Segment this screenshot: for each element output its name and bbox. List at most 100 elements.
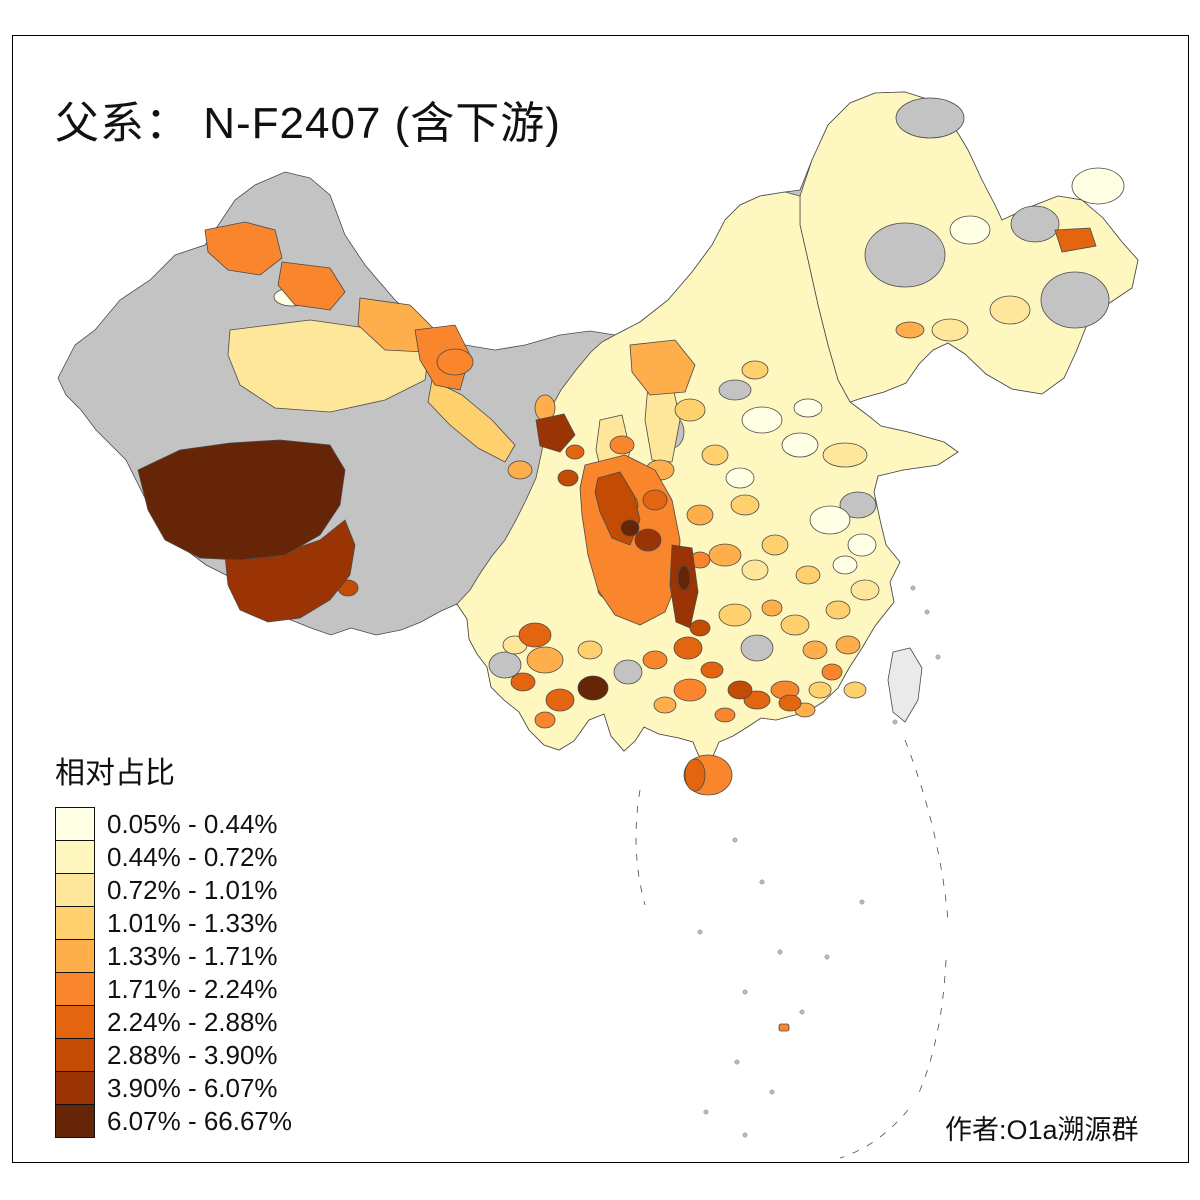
legend-swatch (55, 840, 95, 874)
map-shape-ellipse (949, 215, 991, 245)
taiwan-island (887, 647, 923, 723)
legend-swatch (55, 807, 95, 841)
map-shape-ellipse (718, 379, 752, 401)
map-patches-class4 (427, 360, 867, 699)
legend-label: 1.71% - 2.24% (107, 974, 278, 1004)
map-shape-ellipse (653, 696, 677, 714)
map-shape-ellipse (781, 432, 819, 458)
map-shape-ellipse (780, 614, 810, 636)
map-shape-ellipse (795, 565, 821, 585)
map-shape-ellipse (488, 651, 522, 679)
map-shape-circle (910, 585, 916, 591)
map-shape-ellipse (821, 663, 843, 681)
legend-row: 2.24% - 2.88% (55, 1005, 292, 1039)
map-shape-ellipse (708, 543, 742, 567)
legend-items: 0.05% - 0.44% 0.44% - 0.72% 0.72% - 1.01% 1… (55, 807, 293, 1138)
map-shape-circle (924, 609, 930, 615)
map-shape-ellipse (518, 622, 552, 648)
map-shape-path (456, 191, 959, 767)
map-shape-ellipse (740, 634, 774, 662)
map-shape-circle (732, 837, 738, 843)
map-shape-circle (859, 899, 865, 905)
islands (683, 647, 923, 1032)
legend-row: 1.71% - 2.24% (55, 972, 292, 1006)
map-shape-circle (742, 1132, 748, 1138)
region-north-shaanxi-dark (535, 413, 576, 453)
legend-swatch (55, 1104, 95, 1138)
map-shape-ellipse (700, 661, 724, 679)
map-shape-ellipse (727, 680, 753, 700)
map-shape-ellipse (534, 711, 556, 729)
map-shape-ellipse (1071, 167, 1125, 205)
map-shape-circle (742, 989, 748, 995)
legend-swatch (55, 873, 95, 907)
legend-label: 6.07% - 66.67% (107, 1106, 293, 1136)
legend-swatch (55, 1071, 95, 1105)
map-shape-ellipse (1040, 271, 1110, 329)
map-shape-circle (824, 954, 830, 960)
map-shape-ellipse (743, 690, 771, 710)
legend-title: 相对占比 (55, 757, 175, 790)
legend-swatch (55, 1005, 95, 1039)
legend-label: 1.01% - 1.33% (107, 908, 278, 938)
legend-label: 0.05% - 0.44% (107, 809, 278, 839)
map-shape-circle (892, 719, 898, 725)
map-shape-path (917, 959, 947, 1096)
small-orange-islet (778, 1023, 790, 1032)
legend-row: 3.90% - 6.07% (55, 1071, 292, 1105)
map-shape-ellipse (686, 504, 714, 526)
map-shape-ellipse (793, 398, 823, 418)
map-shape-ellipse (931, 318, 969, 342)
map-patches-nodata (488, 97, 1110, 685)
legend-swatch (55, 972, 95, 1006)
map-shape-circle (734, 1059, 740, 1065)
map-patches-class1 (273, 167, 1125, 575)
map-shape-ellipse (761, 599, 783, 617)
map-shape-ellipse (642, 489, 668, 511)
legend-swatch (55, 1038, 95, 1072)
map-shape-ellipse (741, 406, 783, 434)
map-shape-ellipse (577, 675, 609, 701)
map-shape-ellipse (701, 444, 729, 466)
map-shape-ellipse (620, 519, 640, 537)
map-shape-ellipse (714, 707, 736, 723)
map-shape-ellipse (761, 534, 789, 556)
map-shape-ellipse (864, 222, 946, 288)
map-shape-ellipse (850, 579, 880, 601)
map-shape-ellipse (673, 678, 707, 702)
map-shape-path (629, 339, 696, 396)
map-shape-ellipse (507, 460, 533, 480)
map-shape-ellipse (609, 435, 635, 455)
map-shape-ellipse (673, 636, 703, 660)
map-shape-ellipse (778, 694, 802, 712)
map-patches-class7 (510, 227, 1097, 712)
map-shape-ellipse (689, 619, 711, 637)
map-patches-class9 (224, 413, 699, 629)
map-shape-ellipse (843, 681, 867, 699)
legend-label: 0.72% - 1.01% (107, 875, 278, 905)
map-shape-ellipse (674, 398, 706, 422)
map-patches-class10 (137, 439, 691, 701)
map-shape-circle (759, 879, 765, 885)
legend-label: 2.24% - 2.88% (107, 1007, 278, 1037)
map-shape-circle (697, 929, 703, 935)
legend-row: 1.01% - 1.33% (55, 906, 292, 940)
map-patches-class8 (337, 469, 753, 700)
map-shape-ellipse (677, 565, 691, 591)
attribution: 作者:O1a溯源群 (945, 1115, 1139, 1145)
map-shape-circle (777, 949, 783, 955)
map-shape-path (635, 789, 646, 906)
legend-row: 2.88% - 3.90% (55, 1038, 292, 1072)
map-shape-ellipse (510, 672, 536, 692)
map-shape-ellipse (825, 600, 851, 620)
region-tibet-south (224, 519, 356, 623)
map-shape-ellipse (808, 681, 832, 699)
map-shape-ellipse (741, 360, 769, 380)
legend-row: 0.72% - 1.01% (55, 873, 292, 907)
map-shape-ellipse (577, 640, 603, 660)
map-shape-ellipse (642, 650, 668, 670)
legend: 相对占比 0.05% - 0.44% 0.44% - 0.72% 0.72% - 1… (55, 748, 292, 1138)
map-shape-ellipse (809, 505, 851, 535)
map-shape-ellipse (1010, 205, 1060, 243)
